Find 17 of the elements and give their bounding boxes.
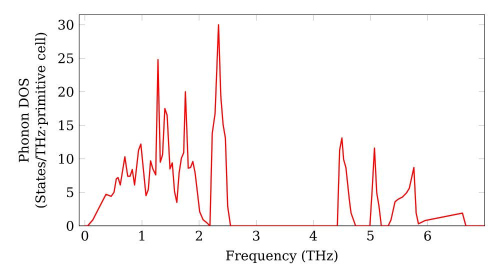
y-tick-label: 30: [58, 20, 74, 30]
y-tick-label: 0: [66, 220, 74, 231]
y-tick-label: 20: [58, 86, 74, 97]
y-tick-label: 10: [59, 154, 74, 164]
x-tick-label: 4: [310, 230, 317, 241]
x-tick-label: 0: [82, 230, 88, 241]
x-tick-label: 5: [367, 230, 374, 241]
x-tick-label: 2: [196, 230, 202, 241]
y-tick-label: 25: [58, 53, 74, 64]
y-tick-label: 15: [59, 120, 74, 130]
x-tick-label: 6: [424, 230, 431, 241]
x-tick-label: 3: [253, 230, 260, 241]
x-axis-title: Frequency (THz): [226, 250, 338, 264]
y-axis-title: Phonon DOS (States/THz·primitive cell): [18, 32, 48, 208]
y-tick-label: 5: [66, 187, 74, 198]
line-series: [84, 24, 485, 226]
x-tick-label: 1: [139, 230, 144, 241]
